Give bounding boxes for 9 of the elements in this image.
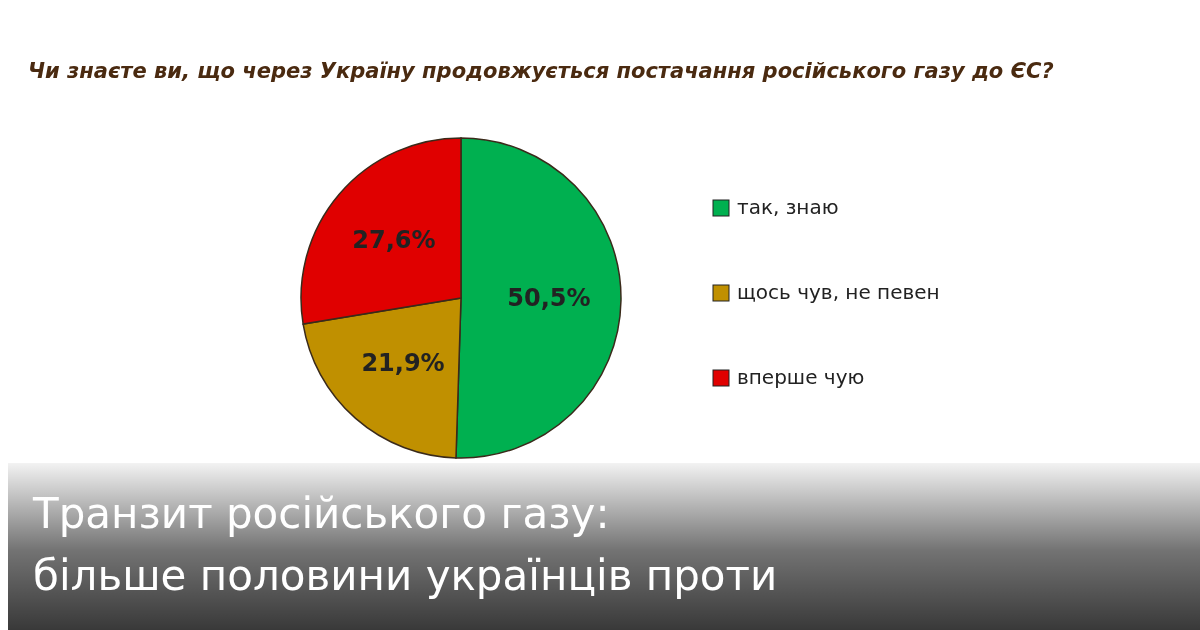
legend-label: так, знаю — [737, 194, 839, 219]
data-label: 21,9% — [361, 349, 445, 378]
legend-label: щось чув, не певен — [737, 279, 940, 304]
chart-title: Чи знаєте ви, що через Україну продовжується постачання російського газу до ЄС? — [28, 59, 1054, 83]
text: Транзит російського газу: — [32, 489, 610, 538]
text: більше половини українців проти — [33, 551, 778, 600]
data-label: 50,5% — [507, 284, 591, 313]
data-label: 27,6% — [352, 226, 436, 255]
legend-label: вперше чую — [737, 364, 865, 389]
